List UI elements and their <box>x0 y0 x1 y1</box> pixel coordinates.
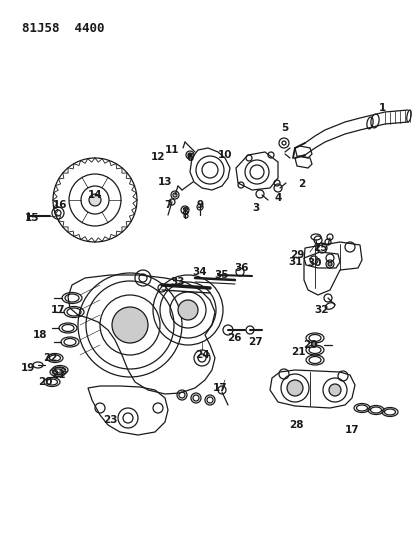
Text: 23: 23 <box>102 415 117 425</box>
Text: 20: 20 <box>38 377 52 387</box>
Text: 18: 18 <box>33 330 47 340</box>
Text: 2: 2 <box>298 179 305 189</box>
Text: 33: 33 <box>170 277 185 287</box>
Text: 5: 5 <box>281 123 288 133</box>
Text: 9: 9 <box>196 200 203 210</box>
Text: 13: 13 <box>157 177 172 187</box>
Text: 32: 32 <box>314 305 328 315</box>
Text: 21: 21 <box>51 370 65 380</box>
Text: 21: 21 <box>290 347 304 357</box>
Circle shape <box>188 153 192 157</box>
Text: 3: 3 <box>252 203 259 213</box>
Text: 25: 25 <box>312 243 326 253</box>
Text: 29: 29 <box>289 250 304 260</box>
Text: 30: 30 <box>307 258 321 268</box>
Text: 35: 35 <box>214 270 229 280</box>
Text: 24: 24 <box>194 350 209 360</box>
Text: 31: 31 <box>288 257 302 267</box>
Text: 4: 4 <box>274 193 281 203</box>
Text: 20: 20 <box>302 340 316 350</box>
Text: 28: 28 <box>288 420 302 430</box>
Text: 10: 10 <box>217 150 232 160</box>
Circle shape <box>178 300 197 320</box>
Text: 36: 36 <box>234 263 249 273</box>
Text: 15: 15 <box>25 213 39 223</box>
Text: 8: 8 <box>181 207 188 217</box>
Text: 19: 19 <box>21 363 35 373</box>
Circle shape <box>89 194 101 206</box>
Text: 17: 17 <box>344 425 358 435</box>
Text: 22: 22 <box>43 353 57 363</box>
Text: 14: 14 <box>88 190 102 200</box>
Circle shape <box>327 262 331 266</box>
Text: 81J58  4400: 81J58 4400 <box>22 22 104 35</box>
Text: 17: 17 <box>212 383 227 393</box>
Text: 26: 26 <box>226 333 241 343</box>
Text: 12: 12 <box>150 152 165 162</box>
Text: 34: 34 <box>192 267 207 277</box>
Text: 16: 16 <box>52 200 67 210</box>
Text: 17: 17 <box>50 305 65 315</box>
Text: 11: 11 <box>164 145 179 155</box>
Text: 1: 1 <box>377 103 385 113</box>
Circle shape <box>286 380 302 396</box>
Circle shape <box>112 307 147 343</box>
Text: 7: 7 <box>164 200 171 210</box>
Text: 27: 27 <box>247 337 262 347</box>
Text: 6: 6 <box>186 153 193 163</box>
Circle shape <box>328 384 340 396</box>
